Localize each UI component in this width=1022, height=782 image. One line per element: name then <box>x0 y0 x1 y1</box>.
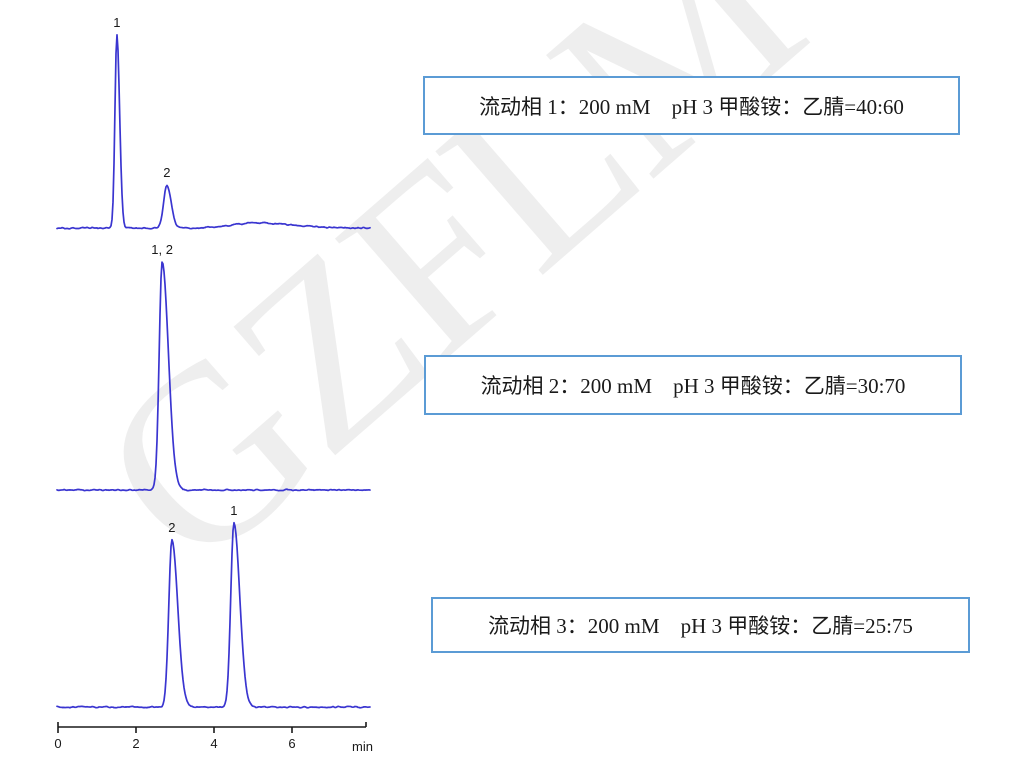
chromatogram-trace <box>56 521 371 709</box>
x-tick-label: 0 <box>54 736 61 751</box>
peak-label: 1, 2 <box>151 242 173 257</box>
mobile-phase-1-box: 流动相 1：200 mM pH 3 甲酸铵：乙腈=40:60 <box>423 76 960 135</box>
chromatogram-trace <box>56 261 371 492</box>
peak-label: 2 <box>163 165 170 180</box>
mobile-phase-3-label: 流动相 3：200 mM pH 3 甲酸铵：乙腈=25:75 <box>488 614 913 638</box>
peak-label: 1 <box>113 15 120 30</box>
x-axis: 0 2 4 6 min <box>54 722 373 754</box>
x-tick-label: 4 <box>210 736 217 751</box>
x-tick-label: 6 <box>288 736 295 751</box>
chromatogram-mobile-phase-1: 12 <box>56 15 371 230</box>
mobile-phase-2-label: 流动相 2：200 mM pH 3 甲酸铵：乙腈=30:70 <box>480 374 906 398</box>
chromatogram-trace <box>56 33 371 230</box>
mobile-phase-3-box: 流动相 3：200 mM pH 3 甲酸铵：乙腈=25:75 <box>431 597 970 653</box>
chromatogram-mobile-phase-2: 1, 2 <box>56 242 371 492</box>
peak-label: 2 <box>168 520 175 535</box>
mobile-phase-2-box: 流动相 2：200 mM pH 3 甲酸铵：乙腈=30:70 <box>424 355 962 415</box>
chromatogram-mobile-phase-3: 21 <box>56 503 371 709</box>
x-tick-label: 2 <box>132 736 139 751</box>
mobile-phase-1-label: 流动相 1：200 mM pH 3 甲酸铵：乙腈=40:60 <box>479 94 904 119</box>
x-axis-unit-label: min <box>352 739 373 754</box>
peak-label: 1 <box>230 503 237 518</box>
